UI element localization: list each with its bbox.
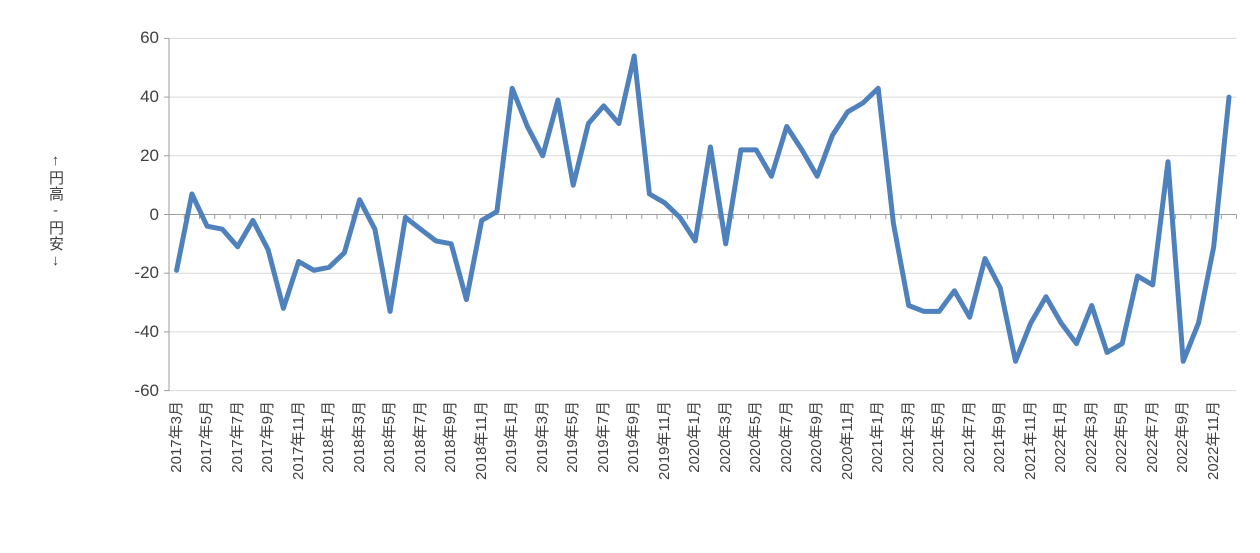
y-tick-label: -20 (134, 263, 159, 283)
x-tick-label: 2017年5月 (198, 401, 216, 473)
x-tick-label: 2017年3月 (167, 401, 185, 473)
y-tick-label: 60 (140, 28, 159, 48)
x-tick-label: 2021年3月 (899, 401, 917, 473)
x-tick-label: 2019年9月 (625, 401, 643, 473)
x-tick-label: 2021年7月 (960, 401, 978, 473)
x-tick-label: 2019年1月 (503, 401, 521, 473)
x-tick-label: 2022年5月 (1113, 401, 1131, 473)
x-tick-label: 2017年11月 (289, 401, 307, 480)
x-tick-label: 2022年1月 (1052, 401, 1070, 473)
y-tick-label: 40 (140, 87, 159, 107)
x-tick-label: 2021年11月 (1021, 401, 1039, 480)
x-tick-label: 2022年9月 (1174, 401, 1192, 473)
x-tick-label: 2022年7月 (1143, 401, 1161, 473)
y-tick-label: -60 (134, 380, 159, 400)
x-tick-label: 2020年9月 (808, 401, 826, 473)
x-tick-label: 2022年11月 (1204, 401, 1222, 480)
x-tick-label: 2022年3月 (1082, 401, 1100, 473)
x-tick-label: 2017年7月 (228, 401, 246, 473)
x-tick-label: 2021年5月 (930, 401, 948, 473)
x-tick-label: 2017年9月 (259, 401, 277, 473)
y-tick-label: 0 (149, 204, 159, 224)
y-tick-label: -40 (134, 321, 159, 341)
x-tick-label: 2018年7月 (411, 401, 429, 473)
x-tick-label: 2018年1月 (320, 401, 338, 473)
x-tick-label: 2021年9月 (991, 401, 1009, 473)
x-tick-label: 2021年1月 (869, 401, 887, 473)
x-tick-label: 2019年5月 (564, 401, 582, 473)
data-line (174, 53, 1232, 364)
x-tick-label: 2020年7月 (777, 401, 795, 473)
y-axis-title: ↑円高-円安↓ (47, 152, 64, 270)
x-tick-label: 2019年3月 (533, 401, 551, 473)
x-tick-label: 2020年1月 (686, 401, 704, 473)
x-tick-label: 2020年5月 (747, 401, 765, 473)
y-tick-label: 20 (140, 145, 159, 165)
x-tick-label: 2020年3月 (716, 401, 734, 473)
x-tick-label: 2019年11月 (655, 401, 673, 480)
x-tick-label: 2018年9月 (442, 401, 460, 473)
x-tick-label: 2018年11月 (472, 401, 490, 480)
x-tick-label: 2020年11月 (838, 401, 856, 480)
x-tick-label: 2019年7月 (594, 401, 612, 473)
x-tick-label: 2018年5月 (381, 401, 399, 473)
x-tick-label: 2018年3月 (350, 401, 368, 473)
